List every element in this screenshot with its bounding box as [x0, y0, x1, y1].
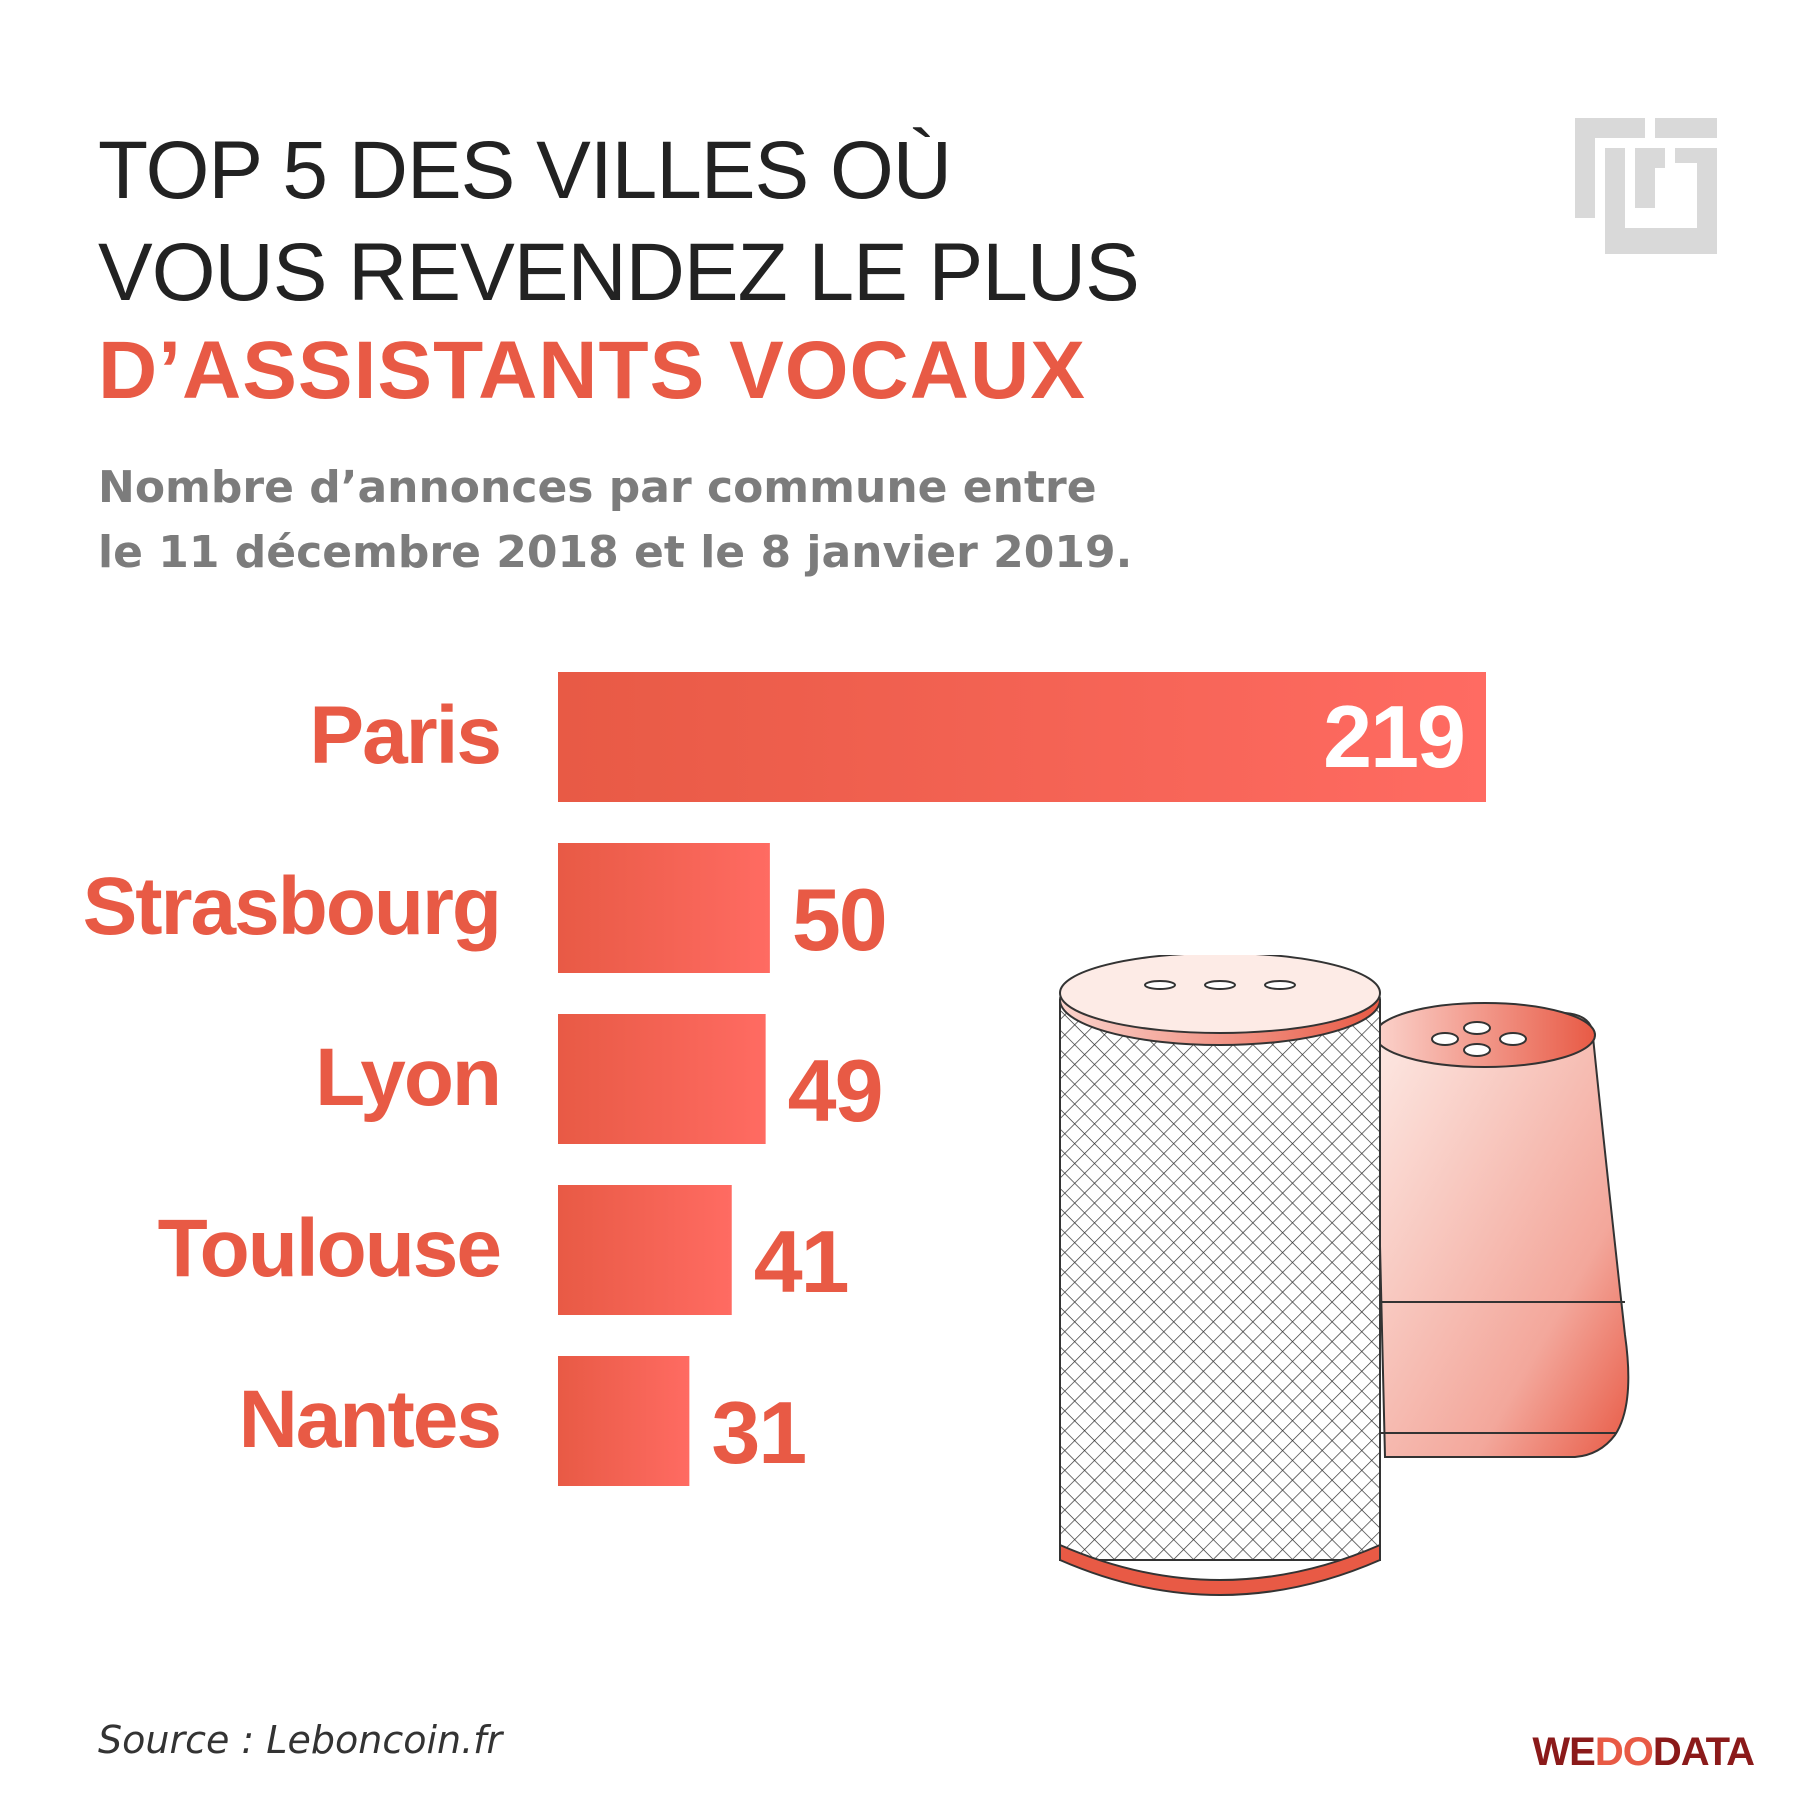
meander-logo-icon [1575, 118, 1717, 254]
cylinder-speaker-icon [1059, 955, 1381, 1596]
brand-we: WE [1532, 1730, 1595, 1774]
brand-data: DATA [1652, 1730, 1755, 1774]
source-note: Source : Leboncoin.fr [98, 1718, 503, 1762]
value-label-nantes: 31 [711, 1383, 805, 1482]
smart-speakers-illustration [1059, 955, 1630, 1596]
category-label-nantes: Nantes [239, 1374, 500, 1465]
title-line-1: TOP 5 DES VILLES OÙ [98, 125, 952, 216]
brand-do: DO [1594, 1730, 1654, 1774]
subtitle-line-2: le 11 décembre 2018 et le 8 janvier 2019… [98, 527, 1133, 578]
value-label-toulouse: 41 [754, 1212, 848, 1311]
bar-strasbourg [558, 843, 770, 973]
bar-paris [558, 672, 1486, 802]
bar-toulouse [558, 1185, 732, 1315]
title-line-2: VOUS REVENDEZ LE PLUS [98, 227, 1140, 318]
category-label-toulouse: Toulouse [158, 1203, 500, 1294]
round-speaker-icon [1373, 1002, 1630, 1458]
brand-logo: WEDODATA [1532, 1730, 1755, 1775]
title-line-3: D’ASSISTANTS VOCAUX [98, 325, 1086, 416]
value-label-lyon: 49 [788, 1041, 882, 1140]
value-label-paris: 219 [1323, 687, 1464, 786]
category-label-lyon: Lyon [315, 1032, 500, 1123]
subtitle-line-1: Nombre d’annonces par commune entre [98, 462, 1097, 513]
category-label-strasbourg: Strasbourg [83, 861, 500, 952]
bar-lyon [558, 1014, 766, 1144]
category-label-paris: Paris [309, 690, 500, 781]
bar-nantes [558, 1356, 690, 1486]
value-label-strasbourg: 50 [792, 870, 886, 969]
